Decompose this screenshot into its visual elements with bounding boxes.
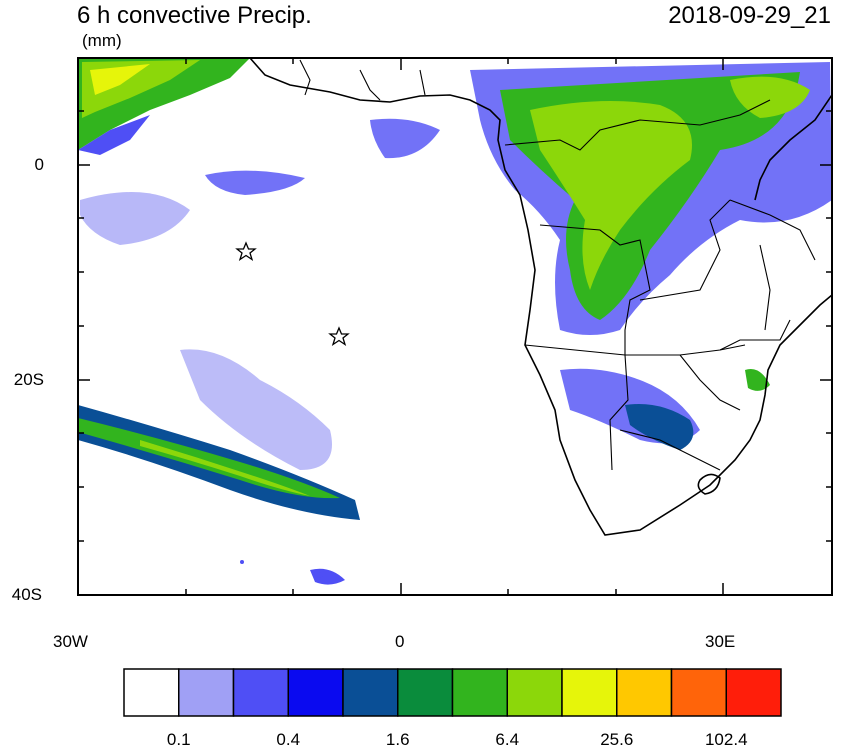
colorbar-swatch xyxy=(561,668,618,717)
colorbar-swatch xyxy=(232,668,289,717)
colorbar-swatch xyxy=(670,668,727,717)
lat-label-0: 0 xyxy=(34,155,44,174)
precip-field xyxy=(78,58,832,585)
colorbar-swatch xyxy=(287,668,344,717)
markers xyxy=(235,241,350,347)
colorbar-swatch xyxy=(178,668,235,717)
colorbar-swatch xyxy=(616,668,673,717)
colorbar-label: 25.6 xyxy=(600,730,634,749)
units-label: (mm) xyxy=(82,31,122,50)
colorbar-label: 102.4 xyxy=(704,730,748,749)
colorbar-label: 0.4 xyxy=(276,730,301,749)
colorbar-swatch xyxy=(397,668,454,717)
star-icon xyxy=(235,241,257,262)
colorbar-swatch xyxy=(725,668,782,717)
valid-time: 2018-09-29_21 xyxy=(668,2,831,29)
colorbar-label: 1.6 xyxy=(385,730,410,749)
colorbar-swatch xyxy=(123,668,180,717)
colorbar-label: 6.4 xyxy=(495,730,520,749)
colorbar-label: 0.1 xyxy=(166,730,191,749)
lat-label-20s: 20S xyxy=(13,370,44,389)
lon-label-0: 0 xyxy=(395,632,405,651)
lat-label-40s: 40S xyxy=(11,585,42,604)
colorbar-swatch xyxy=(342,668,399,717)
star-icon xyxy=(328,326,350,347)
country-borders xyxy=(299,59,816,471)
axis-ticks xyxy=(77,57,832,596)
coastlines xyxy=(249,58,832,536)
lon-label-30w: 30W xyxy=(53,632,88,651)
colorbar-swatch xyxy=(451,668,508,717)
colorbar xyxy=(123,668,782,717)
plot-title: 6 h convective Precip. xyxy=(77,2,312,29)
lon-label-30e: 30E xyxy=(705,632,736,651)
colorbar-swatch xyxy=(506,668,563,717)
